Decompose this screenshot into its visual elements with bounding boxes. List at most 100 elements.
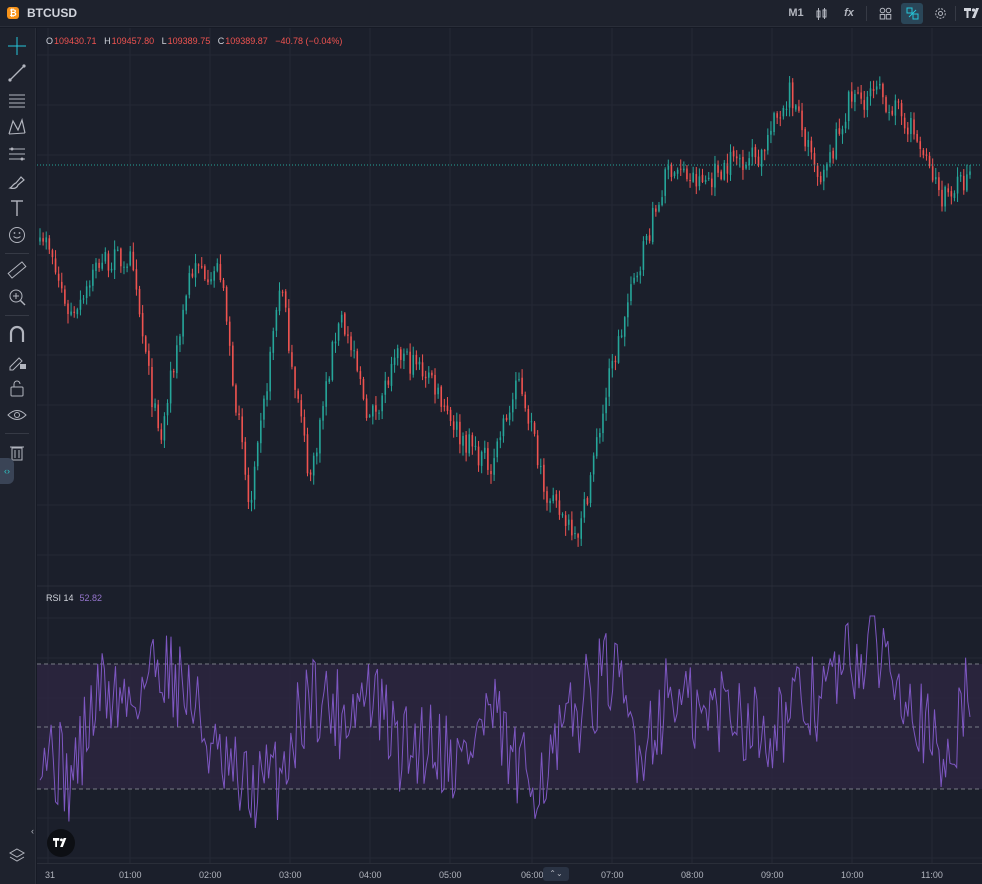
candles-icon[interactable] <box>811 3 833 24</box>
time-label: 10:00 <box>841 870 864 880</box>
candle-body <box>365 398 368 419</box>
bitcoin-icon: ₿ <box>7 7 19 19</box>
candle-body <box>558 500 561 515</box>
tradingview-logo-icon[interactable] <box>47 829 75 857</box>
candle-body <box>571 519 573 536</box>
lock-drawing-icon[interactable] <box>6 350 28 372</box>
candle-body <box>707 177 710 180</box>
candle-body <box>101 262 104 269</box>
candle-body <box>148 350 150 366</box>
crosshair-icon[interactable] <box>6 35 28 57</box>
candle-body <box>636 275 638 278</box>
candle-body <box>966 174 968 191</box>
candle-body <box>767 134 769 151</box>
emoji-icon[interactable] <box>6 224 28 246</box>
settings-icon[interactable] <box>929 3 951 24</box>
rsi-legend[interactable]: RSI 14 52.82 <box>46 593 102 603</box>
trend-line-icon[interactable] <box>6 62 28 84</box>
candle-body <box>919 141 922 150</box>
top-toolbar: ₿ BTCUSD M1 fx <box>0 0 982 27</box>
horizontal-lines-icon[interactable] <box>6 89 28 111</box>
candle-body <box>714 163 716 188</box>
trash-icon[interactable] <box>6 441 28 463</box>
candle-body <box>950 191 953 197</box>
candle-body <box>524 394 527 409</box>
zoom-in-icon[interactable] <box>6 286 28 308</box>
candle-body <box>595 437 598 457</box>
magnet-icon[interactable] <box>6 323 28 345</box>
high-label: H <box>104 36 111 46</box>
symbol-name[interactable]: BTCUSD <box>27 6 77 20</box>
candle-body <box>922 150 925 156</box>
candle-body <box>76 309 79 315</box>
candle-body <box>763 150 766 152</box>
candle-body <box>947 188 950 193</box>
candle-body <box>337 323 340 341</box>
candle-body <box>829 152 831 163</box>
scroll-to-realtime-button[interactable]: ⌃⌄ <box>543 867 569 881</box>
candle-body <box>679 168 682 170</box>
candle-body <box>813 153 816 166</box>
time-label: 06:00 <box>521 870 544 880</box>
indicators-icon[interactable]: fx <box>844 7 854 19</box>
candle-body <box>539 465 542 467</box>
brush-icon[interactable] <box>6 170 28 192</box>
layout-icon[interactable] <box>901 3 923 24</box>
candle-body <box>667 165 670 170</box>
candle-body <box>384 380 387 395</box>
candle-body <box>913 119 915 135</box>
candle-body <box>527 409 530 424</box>
candle-body <box>530 421 533 423</box>
ruler-icon[interactable] <box>6 259 28 281</box>
collapse-toolbar-button[interactable]: ‹› <box>0 458 14 484</box>
candle-body <box>851 91 853 102</box>
time-axis[interactable]: 31 01:00 02:00 03:00 04:00 05:00 06:00 0… <box>37 863 982 884</box>
candle-body <box>294 367 296 390</box>
layers-icon[interactable] <box>7 846 27 866</box>
candle-body <box>200 266 203 268</box>
candle-body <box>269 351 271 392</box>
candle-body <box>686 168 688 180</box>
rsi-name: RSI 14 <box>46 593 74 603</box>
candle-body <box>816 165 819 177</box>
candle-body <box>194 263 197 278</box>
candle-body <box>141 312 144 337</box>
candle-body <box>860 92 862 99</box>
close-value: 109389.87 <box>225 36 268 46</box>
candle-body <box>303 417 306 436</box>
candle-body <box>138 288 141 315</box>
candle-body <box>580 518 583 539</box>
candle-body <box>564 515 567 526</box>
templates-icon[interactable] <box>874 3 896 24</box>
price-chart[interactable] <box>37 28 982 863</box>
candle-body <box>154 403 156 408</box>
candle-body <box>552 495 555 502</box>
fib-tools-icon[interactable] <box>6 143 28 165</box>
candle-body <box>207 279 209 283</box>
pattern-icon[interactable] <box>6 116 28 138</box>
text-icon[interactable] <box>6 197 28 219</box>
candle-body <box>452 421 455 430</box>
tradingview-logo-icon[interactable] <box>962 3 982 24</box>
candle-body <box>431 372 433 376</box>
candle-body <box>353 350 355 352</box>
candle-body <box>359 371 362 380</box>
candle-body <box>735 156 738 159</box>
candle-body <box>260 420 262 444</box>
candle-body <box>611 360 614 369</box>
candle-body <box>70 311 72 315</box>
interval-button[interactable]: M1 <box>788 7 804 19</box>
candle-body <box>480 451 483 466</box>
chart-area[interactable] <box>37 28 982 863</box>
chevron-left-icon[interactable]: ‹ <box>31 826 34 836</box>
eye-icon[interactable] <box>6 404 28 426</box>
candle-body <box>378 412 380 414</box>
candle-body <box>455 421 458 430</box>
candle-body <box>387 380 390 385</box>
divider <box>5 433 29 434</box>
candle-body <box>648 235 651 241</box>
unlock-icon[interactable] <box>6 377 28 399</box>
candle-body <box>179 336 181 346</box>
divider <box>5 253 29 254</box>
candle-body <box>418 361 421 365</box>
